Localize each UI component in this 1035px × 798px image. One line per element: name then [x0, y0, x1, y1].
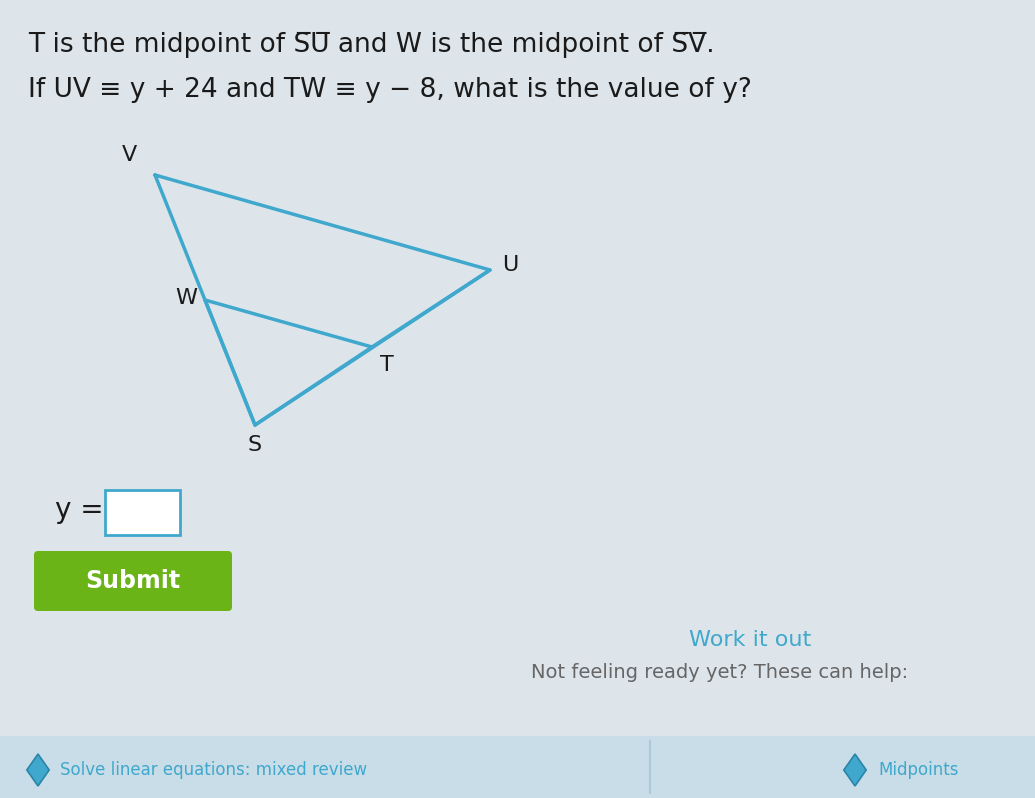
- FancyBboxPatch shape: [105, 490, 180, 535]
- FancyBboxPatch shape: [0, 736, 1035, 798]
- Text: y =: y =: [55, 496, 104, 524]
- Text: T is the midpoint of S̅U̅ and W is the midpoint of S̅V̅.: T is the midpoint of S̅U̅ and W is the m…: [28, 32, 714, 58]
- Text: W: W: [175, 288, 197, 308]
- Text: Not feeling ready yet? These can help:: Not feeling ready yet? These can help:: [531, 662, 909, 681]
- Text: If UV ≡ y + 24 and TW ≡ y − 8, what is the value of y?: If UV ≡ y + 24 and TW ≡ y − 8, what is t…: [28, 77, 751, 103]
- Polygon shape: [844, 754, 866, 786]
- Text: Solve linear equations: mixed review: Solve linear equations: mixed review: [60, 761, 367, 779]
- Polygon shape: [27, 754, 50, 786]
- Text: Submit: Submit: [86, 569, 180, 593]
- FancyBboxPatch shape: [34, 551, 232, 611]
- Text: T: T: [380, 355, 393, 375]
- Text: Midpoints: Midpoints: [878, 761, 958, 779]
- Text: S: S: [248, 435, 262, 455]
- Text: U: U: [502, 255, 519, 275]
- Text: Work it out: Work it out: [689, 630, 811, 650]
- Text: V: V: [122, 145, 137, 165]
